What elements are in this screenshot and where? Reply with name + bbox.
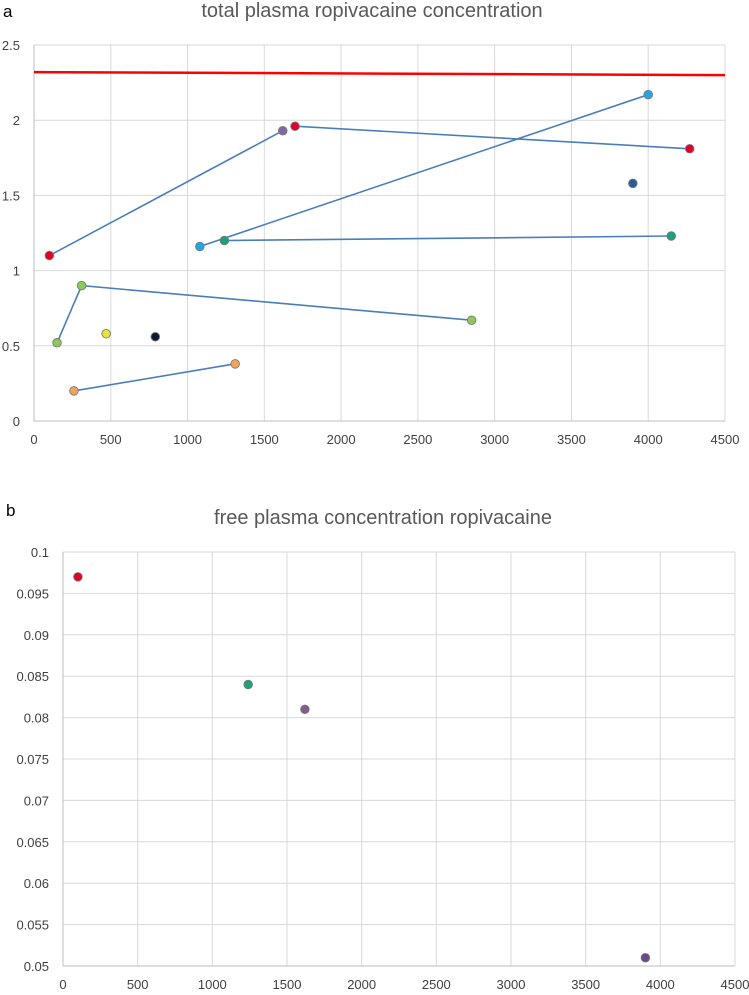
series-line-a-5 [73,363,236,392]
x-tick-label-a-2: 1000 [173,432,202,447]
series-line-a-0 [48,130,284,257]
reference-line-a [33,70,726,77]
data-point-b-3-0 [640,952,651,963]
x-tick-label-b-7: 3500 [571,977,600,992]
data-point-a-3-0 [219,235,230,246]
chart-a: a total plasma ropivacaine concentration… [2,0,740,447]
data-point-a-5-1 [230,359,240,369]
data-point-a-2-0 [195,241,205,252]
data-point-a-1-0 [290,121,300,131]
data-point-a-8-0 [150,332,161,342]
x-tick-label-b-4: 2000 [347,977,376,992]
data-point-a-4-2 [466,315,477,325]
x-tick-label-a-0: 0 [30,432,37,447]
y-tick-label-a-1: 0.5 [2,339,20,354]
data-point-a-6-0 [628,178,638,189]
chart-title-a: total plasma ropivacaine concentration [201,0,542,22]
x-tick-label-a-4: 2000 [327,432,356,447]
data-point-a-1-1 [684,144,695,154]
x-tick-label-b-1: 500 [127,977,149,992]
data-points-b [73,572,651,963]
data-point-a-4-1 [76,280,87,291]
data-point-a-7-0 [101,329,111,339]
y-tick-label-a-3: 1.5 [2,188,20,203]
x-tick-label-a-8: 4000 [634,432,663,447]
x-axis-b: 0 500 1000 1500 2000 2500 3000 3500 4000 4500 [59,977,749,992]
grid-a [33,44,726,422]
x-tick-label-a-1: 500 [100,432,122,447]
y-tick-label-b-3: 0.065 [16,835,49,850]
panel-label-b: b [6,501,15,520]
x-tick-label-b-3: 1500 [273,977,302,992]
x-tick-label-a-3: 1500 [250,432,279,447]
x-tick-label-b-5: 2500 [422,977,451,992]
x-tick-label-b-6: 3000 [497,977,526,992]
x-tick-label-a-9: 4500 [711,432,740,447]
y-tick-label-b-9: 0.095 [16,586,49,601]
grid-b [62,551,736,967]
y-tick-label-a-2: 1 [13,264,20,279]
chart-title-b: free plasma concentration ropivacaine [214,507,552,529]
y-tick-label-a-0: 0 [13,414,20,429]
data-point-a-3-1 [666,231,677,241]
reference-line-a [33,70,726,77]
data-point-b-1-0 [243,679,253,690]
y-tick-label-b-1: 0.055 [16,918,49,933]
y-tick-label-b-6: 0.08 [24,711,49,726]
data-point-a-0-0 [44,250,55,261]
data-point-b-0-0 [73,572,83,582]
series-line-a-2 [199,93,649,248]
x-tick-label-b-2: 1000 [198,977,227,992]
series-line-a-3 [224,235,672,242]
x-tick-label-b-8: 4000 [646,977,675,992]
y-tick-label-b-5: 0.075 [16,752,49,767]
series-lines-a [48,93,690,392]
chart-b: b free plasma concentration ropivacaine … [6,501,749,992]
y-tick-label-a-4: 2 [13,113,20,128]
panel-label-a: a [3,2,13,21]
y-tick-label-b-0: 0.05 [24,959,49,974]
data-points-a [44,89,695,396]
y-tick-label-a-5: 2.5 [2,38,20,53]
y-axis-b: 0.05 0.055 0.06 0.065 0.07 0.075 0.08 0.085 0.09… [16,545,49,974]
x-tick-label-b-0: 0 [59,977,66,992]
data-point-a-2-1 [643,89,653,100]
x-tick-label-b-9: 4500 [721,977,749,992]
y-tick-label-b-7: 0.085 [16,669,49,684]
data-point-a-4-0 [52,338,62,348]
y-tick-label-b-4: 0.07 [24,793,49,808]
x-tick-label-a-5: 2500 [403,432,432,447]
data-point-b-2-0 [300,704,310,715]
y-tick-label-b-2: 0.06 [24,876,49,891]
x-tick-label-a-7: 3500 [557,432,586,447]
x-axis-a: 0 500 1000 1500 2000 2500 3000 3500 4000 4500 [30,432,739,447]
data-point-a-5-0 [69,386,79,396]
y-tick-label-b-10: 0.1 [31,545,49,560]
x-tick-label-a-6: 3000 [480,432,509,447]
y-axis-a: 0 0.5 1 1.5 2 2.5 [2,38,20,429]
y-tick-label-b-8: 0.09 [24,628,49,643]
series-line-a-1 [294,125,690,150]
data-point-a-0-1 [278,125,288,136]
